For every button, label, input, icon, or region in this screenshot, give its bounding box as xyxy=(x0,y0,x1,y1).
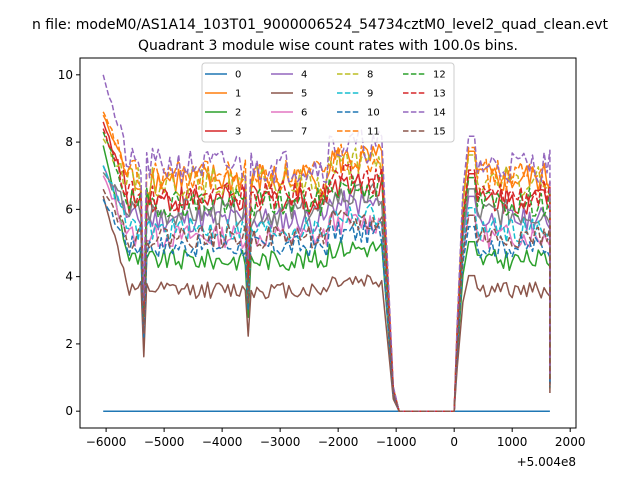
series-line-15 xyxy=(102,188,551,412)
series-line-12 xyxy=(102,131,551,412)
legend-label: 7 xyxy=(301,127,307,138)
legend-label: 8 xyxy=(367,70,373,81)
legend-label: 12 xyxy=(433,70,446,81)
legend-label: 4 xyxy=(301,70,307,81)
y-tick-label: 0 xyxy=(65,404,73,418)
x-tick-label: 1000 xyxy=(497,435,528,449)
legend-label: 13 xyxy=(433,89,446,100)
series-line-5 xyxy=(102,195,551,412)
legend-label: 11 xyxy=(367,127,380,138)
series-line-10 xyxy=(102,198,551,412)
x-axis: −6000 −5000 −4000 −3000 −2000 −1000 0 1000 2000 xyxy=(86,428,586,449)
chart-supertitle: n file: modeM0/AS1A14_103T01_9000006524_… xyxy=(32,17,609,33)
legend-label: 10 xyxy=(367,108,380,119)
x-tick-label: −4000 xyxy=(202,435,243,449)
series-layer xyxy=(102,74,551,412)
x-tick-label: 0 xyxy=(450,435,458,449)
series-line-7 xyxy=(102,171,551,412)
chart-title: Quadrant 3 module wise count rates with … xyxy=(138,38,518,54)
legend-label: 3 xyxy=(235,127,241,138)
plot-frame xyxy=(79,57,577,429)
y-tick-label: 10 xyxy=(58,68,73,82)
series-line-13 xyxy=(102,128,551,412)
legend-label: 6 xyxy=(301,108,307,119)
x-tick-label: −3000 xyxy=(260,435,301,449)
y-tick-label: 8 xyxy=(65,135,73,149)
legend-label: 2 xyxy=(235,108,241,119)
legend-label: 15 xyxy=(433,127,446,138)
y-tick-label: 2 xyxy=(65,337,73,351)
legend-label: 1 xyxy=(235,89,241,100)
series-line-14 xyxy=(102,74,551,412)
series-line-4 xyxy=(102,165,551,412)
legend-label: 0 xyxy=(235,70,241,81)
x-tick-label: −2000 xyxy=(318,435,359,449)
legend-label: 9 xyxy=(367,89,373,100)
x-tick-label: −1000 xyxy=(376,435,417,449)
y-axis: 0 2 4 6 8 10 xyxy=(58,68,80,418)
x-tick-label: −6000 xyxy=(86,435,127,449)
legend-label: 14 xyxy=(433,108,446,119)
legend-label: 5 xyxy=(301,89,307,100)
series-line-2 xyxy=(102,145,551,412)
x-tick-label: −5000 xyxy=(144,435,185,449)
series-line-8 xyxy=(102,138,551,412)
y-tick-label: 6 xyxy=(65,202,73,216)
x-tick-label: 2000 xyxy=(555,435,586,449)
x-offset-label: +5.004e8 xyxy=(517,455,576,469)
y-tick-label: 4 xyxy=(65,270,73,284)
series-line-9 xyxy=(102,165,551,412)
legend-frame xyxy=(201,62,455,143)
